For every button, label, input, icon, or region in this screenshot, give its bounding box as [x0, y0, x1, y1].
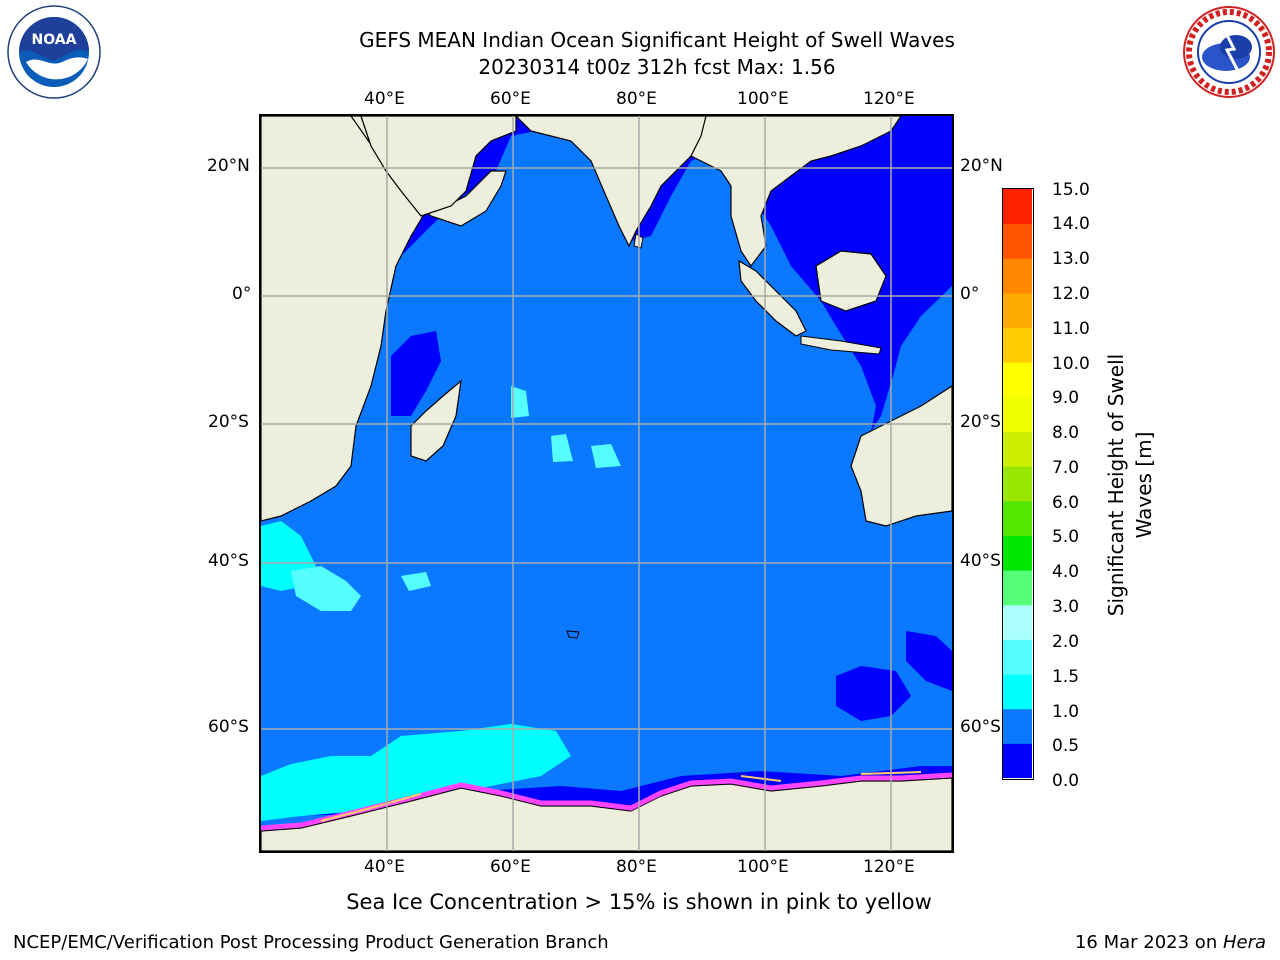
colorbar-segment [1003, 674, 1032, 710]
graticule [261, 116, 952, 851]
colorbar-tick: 6.0 [1052, 493, 1080, 513]
lon-label-top: 120°E [863, 89, 915, 109]
madagascar-landmass [410, 379, 462, 462]
colorbar-segment [1003, 396, 1032, 433]
colorbar-tick: 9.0 [1052, 388, 1080, 408]
colorbar-segment [1003, 466, 1032, 502]
colorbar-segment [1003, 604, 1032, 640]
colorbar-segment [1003, 189, 1032, 225]
date-text: 16 Mar 2023 on [1074, 932, 1223, 953]
lon-label-top: 40°E [364, 89, 405, 109]
colorbar-segment [1003, 223, 1032, 259]
map-panel [259, 114, 954, 853]
lon-label-top: 60°E [490, 89, 531, 109]
colorbar-tick: 8.0 [1052, 423, 1080, 443]
high-swell-region [551, 434, 573, 462]
australia-landmass [850, 385, 952, 527]
colorbar-segment [1003, 535, 1032, 571]
lat-label-right: 0° [960, 284, 980, 304]
high-swell-region [291, 566, 361, 611]
date-stamp: 16 Mar 2023 on Hera [1075, 932, 1266, 953]
high-swell-region [261, 724, 571, 821]
colorbar-segment [1003, 431, 1032, 467]
low-swell-region [391, 331, 441, 416]
lat-label-right: 20°S [960, 412, 1001, 432]
credit-text: NCEP/EMC/Verification Post Processing Pr… [13, 932, 609, 953]
sea-ice-note: Sea Ice Concentration > 15% is shown in … [346, 890, 932, 914]
lat-label-left: 60°S [208, 717, 249, 737]
colorbar-segment [1003, 708, 1032, 744]
map-canvas [261, 116, 952, 851]
lat-label-right: 60°S [960, 717, 1001, 737]
low-swell-region [836, 666, 911, 721]
noaa-logo-text: NOAA [32, 32, 77, 48]
colorbar-scale [1003, 189, 1032, 779]
colorbar-tick: 14.0 [1052, 214, 1090, 234]
colorbar-segment [1003, 292, 1032, 329]
lat-label-left: 20°S [208, 412, 249, 432]
colorbar [1002, 188, 1034, 780]
colorbar-tick: 3.0 [1052, 597, 1080, 617]
colorbar-tick: 0.5 [1052, 736, 1080, 756]
lat-label-right: 40°S [960, 551, 1001, 571]
colorbar-segment [1003, 500, 1032, 536]
lon-label-bottom: 40°E [364, 857, 405, 877]
colorbar-label-line1: Significant Height of Swell [1104, 353, 1128, 617]
sumatra-landmass [738, 259, 807, 337]
high-swell-region [401, 572, 431, 591]
lat-label-left: 20°N [207, 156, 250, 176]
indochina-landmass [690, 116, 902, 268]
arabia-landmass [360, 116, 517, 217]
colorbar-tick: 2.0 [1052, 632, 1080, 652]
lat-label-left: 40°S [208, 551, 249, 571]
colorbar-segment [1003, 743, 1032, 779]
colorbar-tick: 11.0 [1052, 319, 1090, 339]
high-swell-region [511, 386, 529, 418]
colorbar-tick: 7.0 [1052, 458, 1080, 478]
colorbar-tick: 4.0 [1052, 562, 1080, 582]
lat-label-right: 20°N [960, 156, 1003, 176]
colorbar-tick: 13.0 [1052, 249, 1090, 269]
colorbar-tick: 5.0 [1052, 527, 1080, 547]
colorbar-segment [1003, 258, 1032, 294]
colorbar-tick: 1.0 [1052, 702, 1080, 722]
lon-label-top: 100°E [737, 89, 789, 109]
lon-label-top: 80°E [616, 89, 657, 109]
colorbar-tick: 0.0 [1052, 771, 1080, 791]
lon-label-bottom: 120°E [863, 857, 915, 877]
colorbar-tick: 10.0 [1052, 354, 1090, 374]
lon-label-bottom: 100°E [737, 857, 789, 877]
low-swell-region [906, 631, 952, 691]
colorbar-tick: 1.5 [1052, 667, 1080, 687]
colorbar-tick: 15.0 [1052, 180, 1090, 200]
colorbar-tick: 12.0 [1052, 284, 1090, 304]
high-swell-region [591, 444, 621, 468]
colorbar-label-line2: Waves [m] [1132, 431, 1156, 539]
antarctica-landmass [261, 777, 952, 851]
host-text: Hera [1222, 932, 1266, 953]
lon-label-bottom: 60°E [490, 857, 531, 877]
low-swell-region [641, 196, 741, 276]
colorbar-segment [1003, 362, 1032, 398]
java-landmass [800, 335, 882, 355]
nws-logo [1183, 6, 1275, 98]
colorbar-segment [1003, 570, 1032, 606]
chart-title: GEFS MEAN Indian Ocean Significant Heigh… [359, 28, 955, 52]
chart-subtitle: 20230314 t00z 312h fcst Max: 1.56 [478, 55, 836, 79]
lat-label-left: 0° [232, 284, 252, 304]
island-outline [566, 630, 580, 639]
colorbar-segment [1003, 327, 1032, 363]
colorbar-segment [1003, 639, 1032, 675]
noaa-logo: NOAA [7, 5, 101, 99]
lon-label-bottom: 80°E [616, 857, 657, 877]
